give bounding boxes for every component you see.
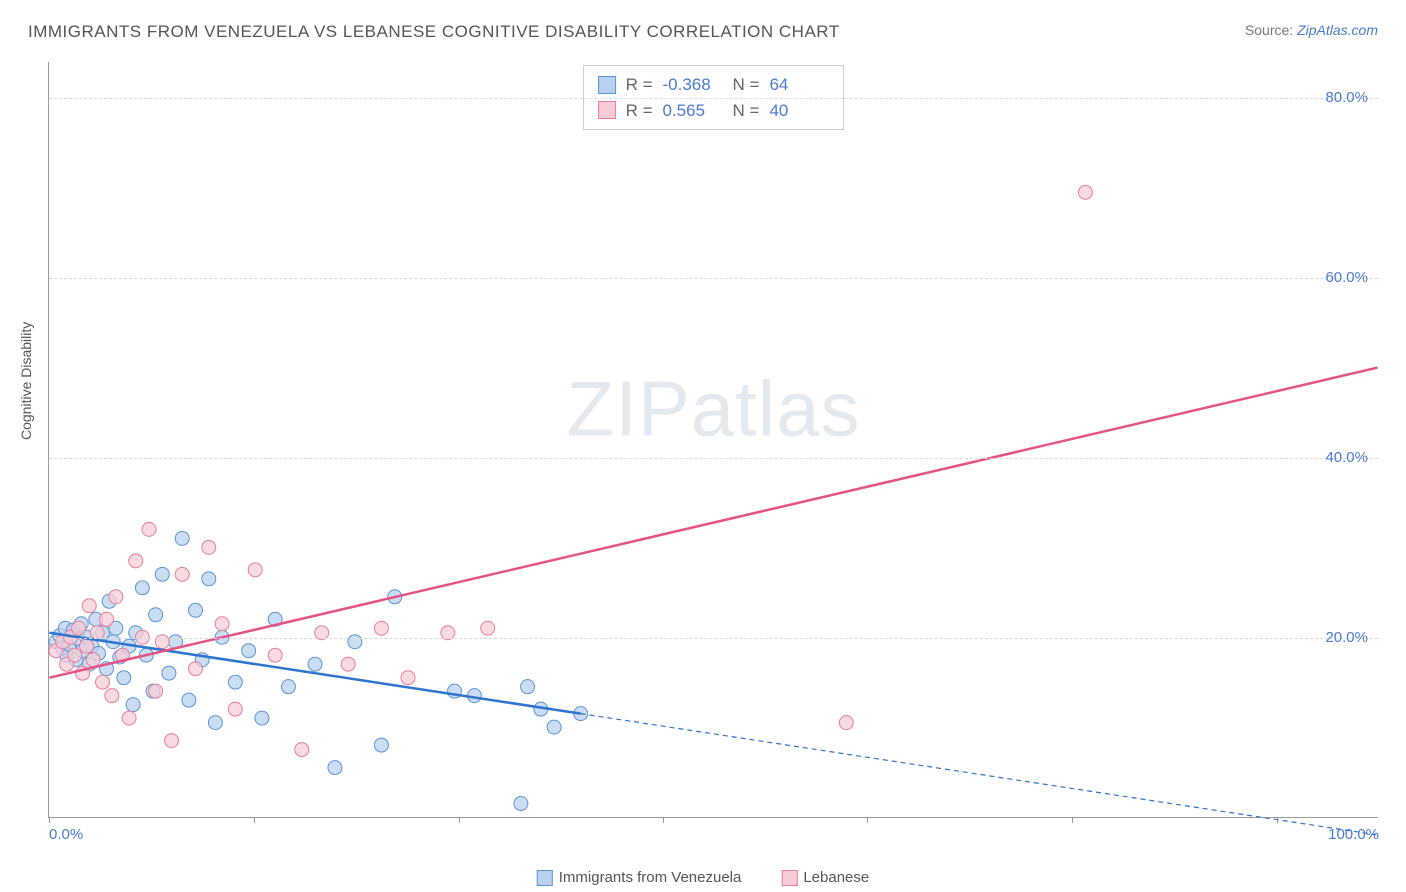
y-tick-label: 40.0% xyxy=(1325,449,1368,466)
data-point-lebanese xyxy=(188,662,202,676)
x-tick-label: 100.0% xyxy=(1328,826,1379,843)
data-point-venezuela xyxy=(135,581,149,595)
x-tick xyxy=(459,817,460,823)
data-point-lebanese xyxy=(129,554,143,568)
data-point-lebanese xyxy=(109,590,123,604)
data-point-lebanese xyxy=(96,675,110,689)
data-point-lebanese xyxy=(295,743,309,757)
gridline xyxy=(49,638,1378,639)
plot-area: ZIPatlas R =-0.368N =64R =0.565N =40 20.… xyxy=(48,62,1378,818)
data-point-venezuela xyxy=(202,572,216,586)
x-tick xyxy=(49,817,50,823)
x-tick xyxy=(663,817,664,823)
data-point-venezuela xyxy=(308,657,322,671)
data-point-lebanese xyxy=(105,689,119,703)
data-point-venezuela xyxy=(149,608,163,622)
data-point-venezuela xyxy=(281,680,295,694)
legend-item-venezuela: Immigrants from Venezuela xyxy=(537,869,742,886)
data-point-lebanese xyxy=(122,711,136,725)
chart-title: IMMIGRANTS FROM VENEZUELA VS LEBANESE CO… xyxy=(28,22,840,42)
data-point-venezuela xyxy=(255,711,269,725)
data-point-lebanese xyxy=(155,635,169,649)
data-point-lebanese xyxy=(72,621,86,635)
data-point-venezuela xyxy=(242,644,256,658)
y-tick-label: 60.0% xyxy=(1325,269,1368,286)
data-point-lebanese xyxy=(165,734,179,748)
data-point-venezuela xyxy=(175,531,189,545)
data-point-lebanese xyxy=(481,621,495,635)
data-point-venezuela xyxy=(182,693,196,707)
data-point-lebanese xyxy=(228,702,242,716)
data-point-venezuela xyxy=(126,698,140,712)
source-attribution: Source: ZipAtlas.com xyxy=(1245,22,1378,38)
data-point-lebanese xyxy=(248,563,262,577)
data-point-venezuela xyxy=(328,761,342,775)
y-tick-label: 20.0% xyxy=(1325,629,1368,646)
data-point-lebanese xyxy=(149,684,163,698)
trendline-lebanese xyxy=(49,368,1377,678)
data-point-lebanese xyxy=(1078,185,1092,199)
source-label: Source: xyxy=(1245,22,1293,38)
data-point-lebanese xyxy=(341,657,355,671)
data-point-lebanese xyxy=(374,621,388,635)
data-point-venezuela xyxy=(348,635,362,649)
x-tick-label: 0.0% xyxy=(49,826,83,843)
data-point-venezuela xyxy=(547,720,561,734)
x-tick xyxy=(254,817,255,823)
data-point-lebanese xyxy=(839,716,853,730)
data-point-venezuela xyxy=(208,716,222,730)
legend-label-venezuela: Immigrants from Venezuela xyxy=(559,869,742,886)
data-point-venezuela xyxy=(155,567,169,581)
gridline xyxy=(49,98,1378,99)
gridline xyxy=(49,278,1378,279)
x-tick xyxy=(1072,817,1073,823)
data-point-lebanese xyxy=(82,599,96,613)
data-point-lebanese xyxy=(142,522,156,536)
data-point-venezuela xyxy=(514,797,528,811)
data-point-lebanese xyxy=(202,540,216,554)
y-tick-label: 80.0% xyxy=(1325,89,1368,106)
data-point-venezuela xyxy=(162,666,176,680)
data-point-venezuela xyxy=(117,671,131,685)
data-point-lebanese xyxy=(268,648,282,662)
y-axis-label: Cognitive Disability xyxy=(18,322,34,440)
data-point-lebanese xyxy=(80,639,94,653)
x-tick xyxy=(1277,817,1278,823)
data-point-lebanese xyxy=(68,648,82,662)
plot-svg xyxy=(49,62,1378,817)
trendline-ext-venezuela xyxy=(581,714,1378,835)
legend-swatch-venezuela xyxy=(537,870,553,886)
legend-item-lebanese: Lebanese xyxy=(781,869,869,886)
x-tick xyxy=(867,817,868,823)
gridline xyxy=(49,458,1378,459)
data-point-lebanese xyxy=(86,653,100,667)
data-point-venezuela xyxy=(188,603,202,617)
legend-label-lebanese: Lebanese xyxy=(803,869,869,886)
bottom-legend: Immigrants from Venezuela Lebanese xyxy=(537,869,869,886)
source-link[interactable]: ZipAtlas.com xyxy=(1297,22,1378,38)
data-point-lebanese xyxy=(215,617,229,631)
data-point-lebanese xyxy=(175,567,189,581)
data-point-venezuela xyxy=(374,738,388,752)
data-point-lebanese xyxy=(401,671,415,685)
legend-swatch-lebanese xyxy=(781,870,797,886)
data-point-venezuela xyxy=(228,675,242,689)
data-point-venezuela xyxy=(521,680,535,694)
data-point-lebanese xyxy=(100,612,114,626)
